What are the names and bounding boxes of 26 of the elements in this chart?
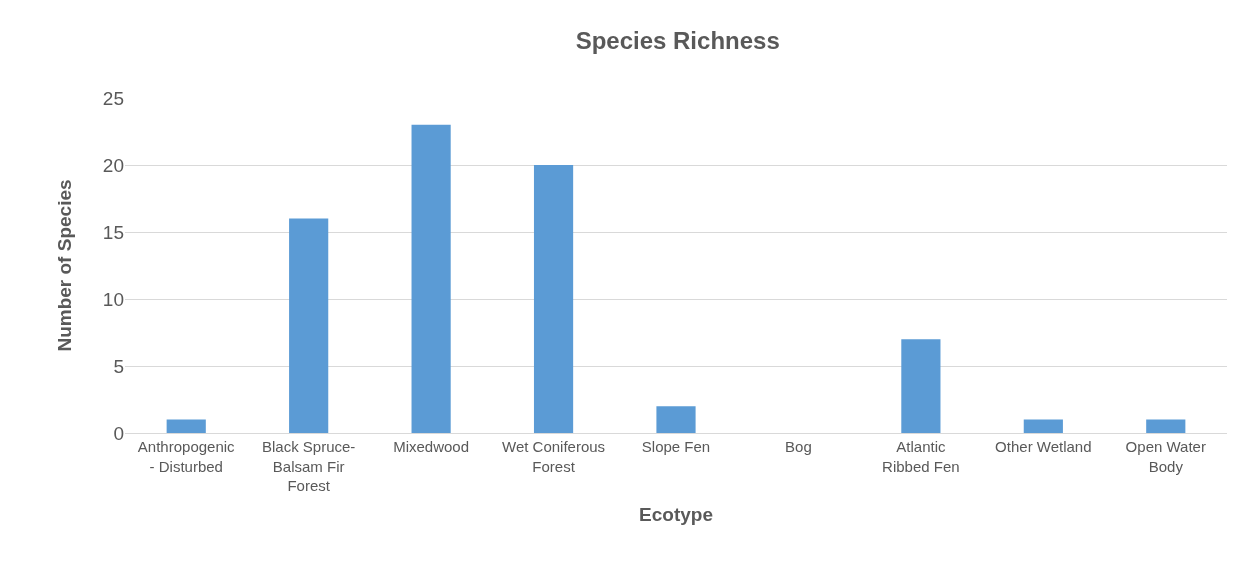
bar (533, 165, 574, 433)
x-tick-label: Other Wetland (995, 438, 1092, 455)
y-tick-label: 0 (113, 422, 124, 444)
bar (1146, 419, 1186, 433)
x-tick-label: Wet Coniferous Forest (502, 438, 606, 475)
x-tick-label: Open Water Body (1125, 438, 1206, 475)
bar (289, 218, 329, 433)
bar (1023, 419, 1063, 433)
x-tick-label: Bog (785, 438, 812, 455)
x-tick-label: Mixedwood (393, 438, 470, 455)
x-axis-title: Ecotype (639, 503, 713, 525)
y-axis-title: Number of Species (53, 179, 75, 352)
y-tick-label: 20 (102, 154, 124, 176)
bar (901, 339, 941, 433)
bar (656, 406, 696, 433)
x-tick-label: Atlantic Ribbed Fen (882, 438, 960, 475)
x-tick-label: Anthropogenic - Disturbed (137, 438, 236, 475)
x-tick-label: Black Spruce-Balsam Fir Forest (261, 438, 356, 494)
y-tick-label: 15 (102, 221, 124, 243)
bar (166, 419, 206, 433)
y-tick-label: 10 (102, 288, 124, 310)
y-tick-label: 25 (102, 87, 124, 109)
bar (411, 124, 451, 433)
y-tick-label: 5 (113, 355, 124, 377)
x-tick-label: Slope Fen (641, 438, 711, 455)
chart-title: Species Richness (575, 26, 780, 54)
